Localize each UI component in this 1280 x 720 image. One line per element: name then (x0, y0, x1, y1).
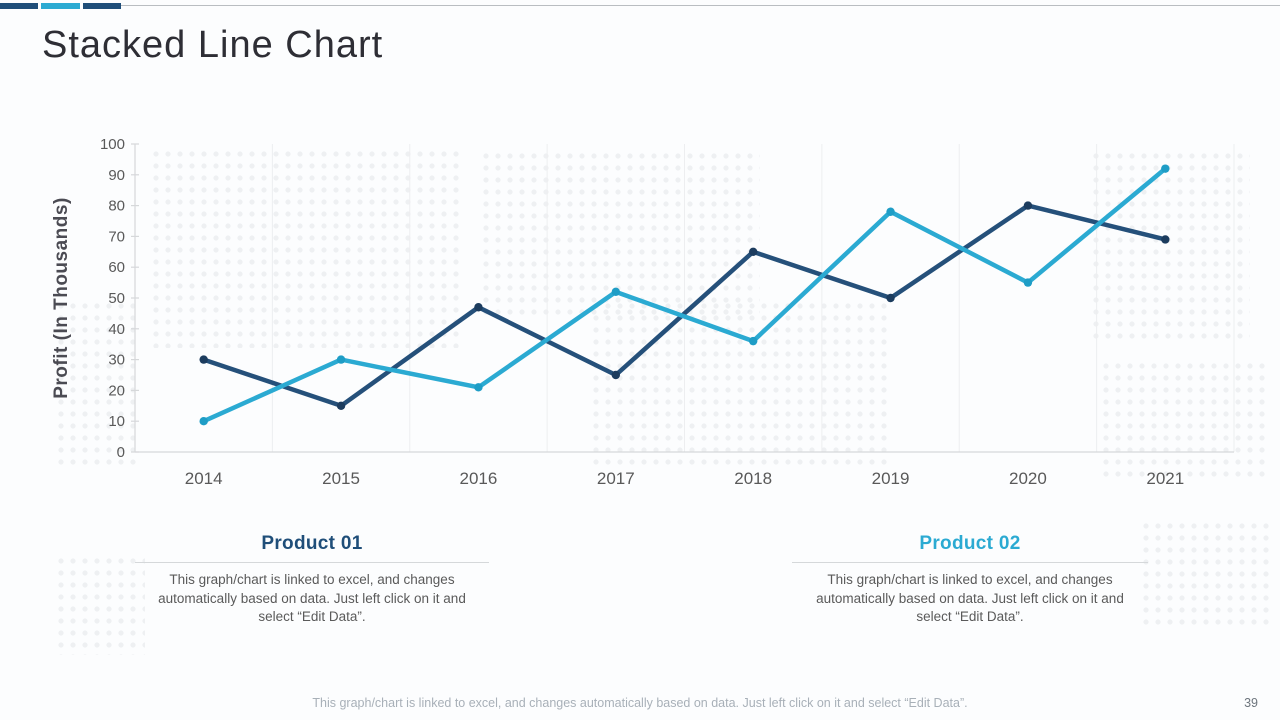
data-point-product-02-2020[interactable] (1023, 278, 1033, 287)
y-tick-label: 10 (108, 413, 125, 430)
data-point-product-02-2017[interactable] (611, 287, 621, 297)
data-point-product-02-2019[interactable] (886, 207, 895, 216)
legend-description: This graph/chart is linked to excel, and… (816, 572, 1124, 624)
y-tick-label: 20 (108, 382, 125, 399)
data-point-product-01-2019[interactable] (886, 293, 895, 303)
legend-title-product-01: Product 01 (261, 533, 363, 554)
data-point-product-01-2014[interactable] (199, 355, 208, 364)
y-tick-label: 100 (100, 136, 125, 153)
data-point-product-01-2016[interactable] (474, 303, 483, 312)
y-tick-label: 70 (108, 228, 125, 245)
data-point-product-02-2014[interactable] (199, 417, 208, 426)
x-tick-label: 2014 (185, 469, 223, 488)
y-tick-label: 50 (108, 290, 125, 307)
data-point-product-02-2021[interactable] (1161, 164, 1170, 173)
data-point-product-02-2016[interactable] (474, 383, 483, 392)
legend-title-product-02: Product 02 (919, 533, 1021, 554)
top-accent-bar (0, 3, 1280, 11)
series-line-product-02[interactable] (201, 166, 1168, 424)
x-tick-label: 2018 (734, 469, 772, 488)
y-tick-label: 90 (108, 167, 125, 184)
accent-hairline (121, 5, 1280, 6)
series-line-product-01[interactable] (201, 203, 1168, 409)
legend-product-01: Product 01 This graph/chart is linked to… (135, 533, 489, 627)
x-tick-label: 2020 (1009, 469, 1047, 488)
data-point-product-01-2015[interactable] (336, 401, 346, 410)
y-tick-label: 80 (108, 198, 125, 215)
legend-divider (792, 562, 1148, 563)
page-title: Stacked Line Chart (42, 24, 384, 66)
data-point-product-02-2018[interactable] (748, 336, 758, 346)
accent-segment-navy (0, 3, 38, 9)
data-point-product-01-2021[interactable] (1161, 235, 1170, 244)
page-number: 39 (1244, 696, 1258, 710)
legend-divider (135, 562, 489, 563)
accent-segment-teal (41, 3, 80, 9)
data-point-product-01-2020[interactable] (1023, 201, 1033, 210)
data-point-product-01-2017[interactable] (611, 370, 621, 380)
y-tick-label: 30 (108, 352, 125, 369)
x-tick-label: 2019 (872, 469, 910, 488)
x-tick-label: 2016 (460, 469, 498, 488)
x-tick-label: 2015 (322, 469, 360, 488)
accent-segment-navy (83, 3, 121, 9)
y-tick-label: 60 (108, 259, 125, 276)
legend-description: This graph/chart is linked to excel, and… (158, 572, 466, 624)
data-point-product-02-2015[interactable] (336, 355, 346, 364)
x-tick-label: 2021 (1146, 469, 1184, 488)
x-tick-label: 2017 (597, 469, 635, 488)
y-tick-label: 0 (117, 444, 125, 461)
footer-note: This graph/chart is linked to excel, and… (312, 696, 968, 710)
data-point-product-01-2018[interactable] (748, 247, 758, 256)
y-tick-label: 40 (108, 321, 125, 338)
legend-product-02: Product 02 This graph/chart is linked to… (792, 533, 1148, 627)
